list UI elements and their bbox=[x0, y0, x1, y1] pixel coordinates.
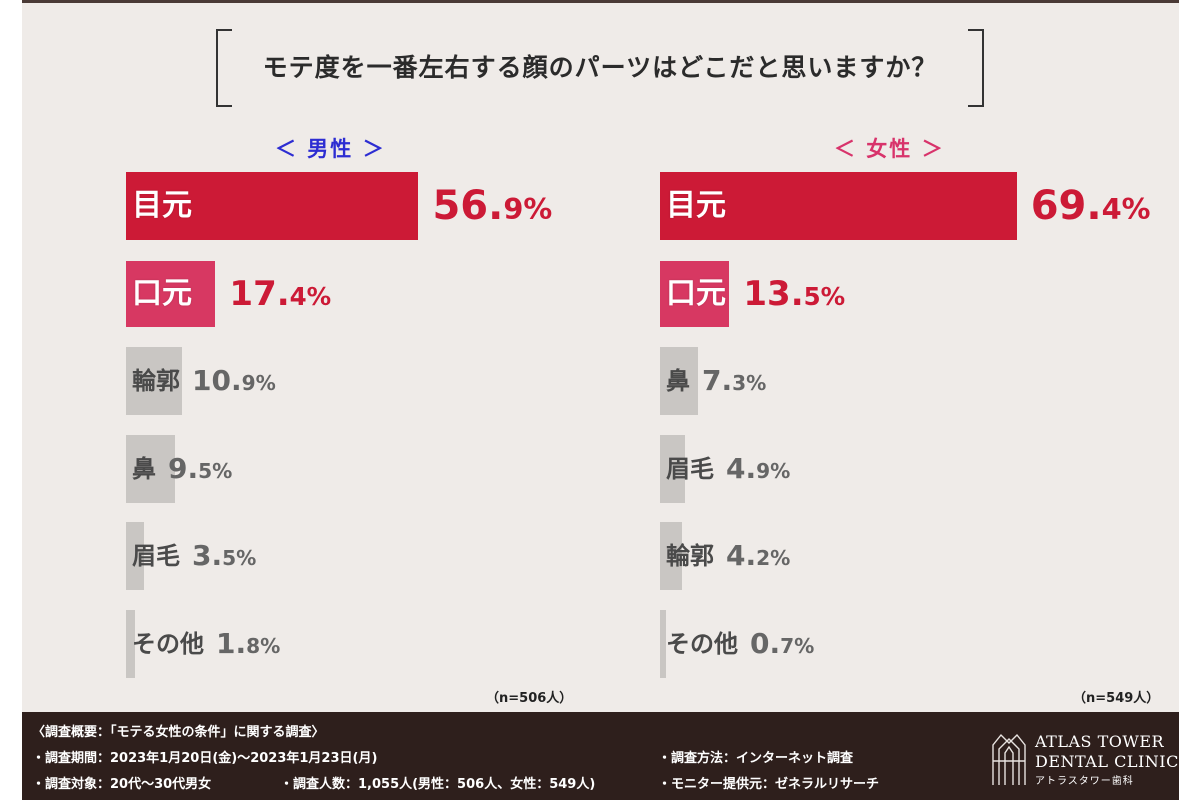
bar bbox=[660, 610, 666, 678]
value-label: 56.9% bbox=[432, 183, 553, 229]
bar bbox=[126, 522, 144, 590]
bar bbox=[660, 261, 730, 327]
chart-panel bbox=[22, 0, 1179, 712]
value-label: 0.7% bbox=[750, 627, 815, 660]
bar-chart-area: 目元 56.9% 口元 17.4% 輪郭 10.9% 鼻 9.5% 眉毛 3.5% その他 1.8% 目… bbox=[126, 172, 1151, 678]
survey-period: ・調査期間：2023年1月20日(金)～2023年1月23日(月) bbox=[32, 751, 378, 766]
bar bbox=[126, 261, 216, 327]
category-label: 目元 bbox=[132, 188, 192, 223]
survey-count: ・調査人数：1,055人(男性：506人、女性：549人) bbox=[280, 777, 596, 792]
value-label: 4.9% bbox=[726, 452, 791, 485]
survey-method: ・調査方法：インターネット調査 bbox=[658, 751, 854, 766]
value-label: 4.2% bbox=[726, 539, 791, 572]
logo-text-line2: DENTAL CLINIC bbox=[1035, 752, 1179, 771]
survey-target: ・調査対象：20代～30代男女 bbox=[32, 777, 212, 792]
bar bbox=[126, 610, 136, 678]
title-bracket-right bbox=[968, 29, 984, 107]
category-label: 鼻 bbox=[132, 455, 156, 483]
title-bracket-left bbox=[216, 29, 232, 107]
female-header: ＜ 女性 ＞ bbox=[834, 137, 945, 161]
category-label: 輪郭 bbox=[132, 367, 180, 395]
bar bbox=[126, 172, 419, 240]
male-header: ＜ 男性 ＞ bbox=[275, 137, 386, 161]
value-label: 1.8% bbox=[216, 627, 281, 660]
value-label: 17.4% bbox=[229, 274, 332, 314]
bar bbox=[660, 347, 698, 415]
value-label: 69.4% bbox=[1030, 183, 1151, 229]
survey-summary-heading: 〈調査概要：「モテる女性の条件」に関する調査〉 bbox=[32, 725, 325, 740]
logo-text-line1: ATLAS TOWER bbox=[1035, 732, 1165, 751]
category-label: 眉毛 bbox=[132, 542, 180, 570]
category-label: その他 bbox=[132, 630, 204, 658]
male-sample-size: （n=506人） bbox=[486, 691, 573, 706]
category-label: 眉毛 bbox=[666, 455, 714, 483]
female-sample-size: （n=549人） bbox=[1073, 691, 1160, 706]
logo-text-line3: アトラスタワー歯科 bbox=[1035, 776, 1134, 787]
category-label: 鼻 bbox=[666, 367, 690, 395]
bar bbox=[126, 435, 175, 503]
value-label: 10.9% bbox=[192, 364, 276, 397]
value-label: 13.5% bbox=[743, 274, 846, 314]
chart-title: モテ度を一番左右する顔のパーツはどこだと思いますか？ bbox=[262, 53, 938, 82]
monitor-provider: ・モニター提供元：ゼネラルリサーチ bbox=[658, 777, 880, 792]
bar bbox=[126, 347, 183, 415]
clinic-logo-icon bbox=[992, 733, 1026, 785]
category-label: その他 bbox=[666, 630, 738, 658]
category-label: 口元 bbox=[132, 276, 192, 311]
category-label: 輪郭 bbox=[666, 542, 714, 570]
value-label: 7.3% bbox=[702, 364, 767, 397]
bar bbox=[660, 522, 682, 590]
category-label: 目元 bbox=[666, 188, 726, 223]
bar bbox=[660, 172, 1017, 240]
bar bbox=[660, 435, 686, 503]
value-label: 3.5% bbox=[192, 539, 257, 572]
category-label: 口元 bbox=[666, 276, 726, 311]
title-box: モテ度を一番左右する顔のパーツはどこだと思いますか？ bbox=[216, 29, 984, 107]
value-label: 9.5% bbox=[168, 452, 233, 485]
footer: 〈調査概要：「モテる女性の条件」に関する調査〉 ・調査期間：2023年1月20日… bbox=[22, 712, 1179, 800]
top-border bbox=[22, 0, 1179, 3]
